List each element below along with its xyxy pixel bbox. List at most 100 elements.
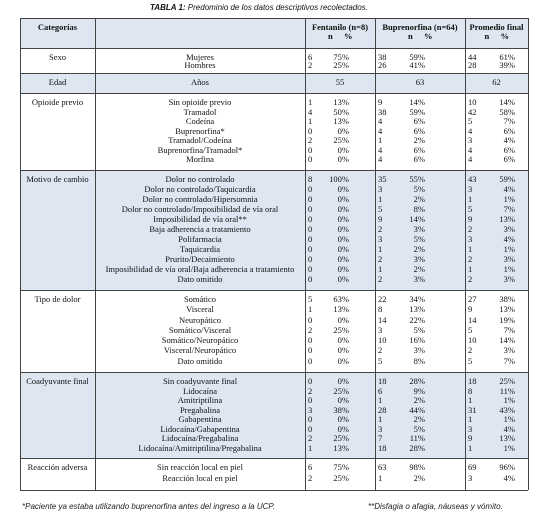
count-cell: 4 xyxy=(468,144,473,155)
percent-cell: 0% xyxy=(337,335,349,346)
count-cell: 2 xyxy=(308,59,313,70)
percent-cell: 25% xyxy=(333,324,349,335)
count-cell: 3 xyxy=(468,135,473,146)
percent-cell: 63% xyxy=(333,294,349,304)
count-cell: 2 xyxy=(468,224,473,234)
row-label: Tramadol xyxy=(183,106,217,117)
percent-cell: 0% xyxy=(337,254,349,264)
count-cell: 4 xyxy=(308,106,313,117)
percent-cell: 5% xyxy=(413,184,425,194)
percent-cell: 0% xyxy=(337,345,349,356)
percent-cell: 8% xyxy=(413,355,425,366)
value-cell: 63 xyxy=(415,77,425,87)
section-bg xyxy=(20,372,528,458)
row-border xyxy=(20,73,528,74)
percent-cell: 2% xyxy=(413,194,425,204)
count-cell: 1 xyxy=(308,304,313,315)
percent-cell: 0% xyxy=(337,154,349,165)
count-cell: 38 xyxy=(378,52,387,62)
count-cell: 5 xyxy=(468,355,473,366)
percent-cell: 1% xyxy=(503,244,515,254)
percent-cell: 96% xyxy=(499,462,515,472)
row-label: Dolor no controlado xyxy=(165,174,235,184)
percent-cell: 4% xyxy=(503,135,515,146)
count-cell: 5 xyxy=(468,204,473,214)
row-label: Somático/Visceral xyxy=(168,324,232,335)
row-border xyxy=(20,290,528,291)
category-cell: Motivo de cambio xyxy=(26,174,89,184)
percent-cell: 0% xyxy=(337,423,349,434)
percent-cell: 7% xyxy=(503,355,515,366)
count-cell: 1 xyxy=(468,244,473,254)
count-cell: 2 xyxy=(468,254,473,264)
count-cell: 6 xyxy=(308,462,313,472)
count-cell: 8 xyxy=(378,304,383,315)
percent-cell: 0% xyxy=(337,355,349,366)
percent-cell: 2% xyxy=(413,135,425,146)
count-cell: 3 xyxy=(378,423,383,434)
percent-cell: 22% xyxy=(409,314,425,325)
count-cell: 0 xyxy=(308,184,313,194)
category-cell: Opioide previo xyxy=(31,97,84,107)
column-border xyxy=(305,18,306,490)
count-cell: 5 xyxy=(468,324,473,335)
row-label: Neuropático xyxy=(178,314,221,325)
percent-cell: 7% xyxy=(503,324,515,335)
percent-cell: 14% xyxy=(409,214,425,224)
percent-cell: 38% xyxy=(499,294,515,304)
count-cell: 31 xyxy=(468,404,477,415)
count-cell: 2 xyxy=(378,274,383,284)
count-cell: 9 xyxy=(378,97,383,107)
count-cell: 1 xyxy=(308,442,313,453)
header-cell: Categorías xyxy=(37,22,78,32)
count-cell: 4 xyxy=(378,154,383,165)
count-cell: 2 xyxy=(378,345,383,356)
percent-cell: 3% xyxy=(413,254,425,264)
percent-cell: 1% xyxy=(503,194,515,204)
percent-cell: 14% xyxy=(499,97,515,107)
count-cell: 1 xyxy=(468,395,473,405)
row-label: Mujeres xyxy=(186,52,214,62)
row-label: Codeína xyxy=(185,116,215,127)
category-cell: Tipo de dolor xyxy=(34,294,81,304)
percent-cell: 25% xyxy=(333,135,349,146)
percent-cell: 55% xyxy=(409,174,425,184)
percent-cell: 100% xyxy=(329,174,349,184)
count-cell: 4 xyxy=(468,125,473,136)
percent-cell: 6% xyxy=(413,154,425,165)
count-cell: 0 xyxy=(308,224,313,234)
percent-cell: 3% xyxy=(413,345,425,356)
row-label: Hombres xyxy=(184,59,216,70)
count-cell: 3 xyxy=(468,423,473,434)
percent-cell: 75% xyxy=(333,52,349,62)
category-cell: Edad xyxy=(48,77,67,87)
footnote: **Disfagia o afagia, náuseas y vómito. xyxy=(368,502,503,511)
row-label: Visceral xyxy=(186,304,214,315)
count-cell: 1 xyxy=(378,264,383,274)
percent-cell: 8% xyxy=(413,204,425,214)
percent-cell: 38% xyxy=(333,404,349,415)
percent-cell: 1% xyxy=(503,442,515,453)
percent-cell: 25% xyxy=(333,385,349,396)
percent-cell: 4% xyxy=(503,234,515,244)
count-cell: 2 xyxy=(308,324,313,335)
count-cell: 7 xyxy=(378,433,383,443)
percent-cell: 1% xyxy=(503,414,515,424)
row-label: Pregabalina xyxy=(179,404,221,415)
percent-cell: 0% xyxy=(337,376,349,386)
count-cell: 1 xyxy=(468,194,473,204)
row-label: Dato omitido xyxy=(177,355,223,366)
percent-cell: 13% xyxy=(499,214,515,224)
percent-cell: 6% xyxy=(413,116,425,127)
count-cell: 0 xyxy=(308,244,313,254)
count-cell: 6 xyxy=(378,385,383,396)
table-border xyxy=(20,18,528,19)
row-border xyxy=(20,170,528,171)
row-border xyxy=(20,458,528,459)
row-border xyxy=(20,93,528,94)
percent-cell: 28% xyxy=(409,376,425,386)
count-cell: 4 xyxy=(378,116,383,127)
subheader-pct: % xyxy=(500,31,510,41)
percent-cell: 0% xyxy=(337,414,349,424)
